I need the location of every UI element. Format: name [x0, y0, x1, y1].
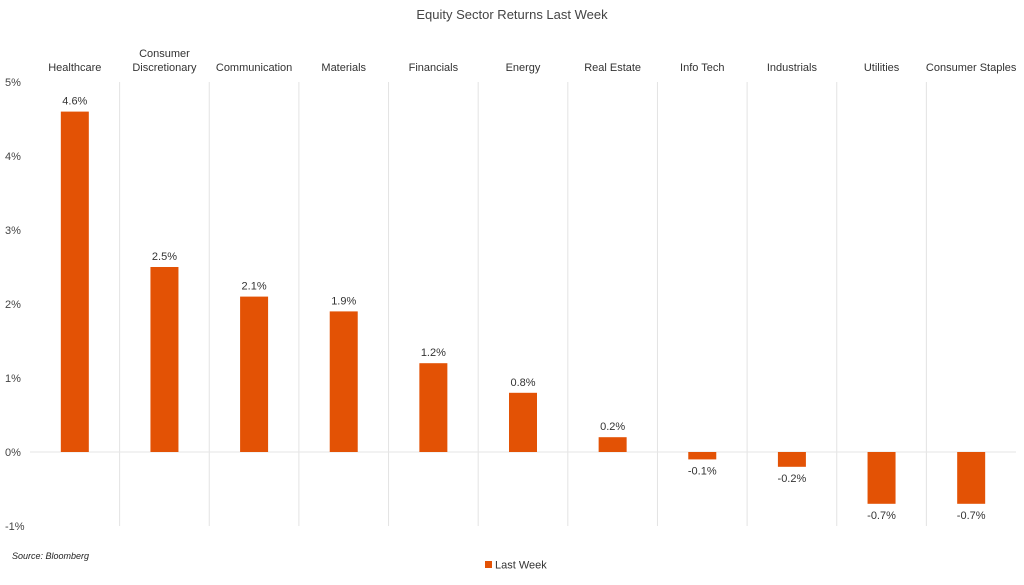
data-label: 1.2% [421, 347, 446, 359]
data-label: 2.5% [152, 251, 177, 263]
data-label: -0.7% [867, 510, 896, 522]
x-tick-label: Utilities [864, 62, 900, 74]
x-tick-label: Materials [321, 62, 366, 74]
y-tick-label: 1% [5, 373, 21, 385]
x-tick-label: Real Estate [584, 62, 641, 74]
x-tick-label: Healthcare [48, 62, 101, 74]
data-label: 0.8% [510, 377, 535, 389]
source-note: Source: Bloomberg [12, 551, 89, 561]
x-tick-label: Consumer Discretionary [132, 48, 197, 74]
bar [60, 111, 89, 452]
data-label: 2.1% [242, 281, 267, 293]
y-tick-label: 2% [5, 299, 21, 311]
legend-swatch [485, 561, 492, 568]
data-label: -0.2% [778, 473, 807, 485]
x-tick-label: Financials [409, 62, 459, 74]
data-label: -0.1% [688, 465, 717, 477]
legend: Last Week [485, 560, 547, 572]
bar [867, 452, 896, 504]
bars [60, 111, 986, 504]
bar [598, 437, 627, 452]
x-tick-label: Consumer Staples [926, 62, 1017, 74]
bar [688, 452, 717, 460]
data-labels: 4.6% 2.5% 2.1% 1.9% 1.2% 0.8% 0.2% -0.1% -0.2% -0… [62, 96, 985, 522]
bar [150, 267, 179, 452]
data-label: -0.7% [957, 510, 986, 522]
bar [957, 452, 986, 504]
x-tick-label: Info Tech [680, 62, 724, 74]
bar [329, 311, 358, 452]
bar [509, 392, 537, 452]
category-labels: Healthcare Consumer Discretionary Communica… [48, 48, 1017, 74]
y-tick-label: 5% [5, 77, 21, 89]
x-tick-label: Communication [216, 62, 292, 74]
y-tick-label: 3% [5, 225, 21, 237]
y-tick-label: 4% [5, 151, 21, 163]
bar [240, 296, 269, 452]
x-tick-label: Industrials [767, 62, 818, 74]
bar [419, 363, 448, 452]
gridlines [30, 82, 1016, 526]
y-tick-label: 0% [5, 447, 21, 459]
data-label: 0.2% [600, 421, 625, 433]
bar [777, 452, 806, 467]
legend-label: Last Week [495, 560, 547, 572]
y-tick-label: -1% [5, 521, 25, 533]
data-label: 4.6% [62, 96, 87, 108]
y-axis-ticks: 5% 4% 3% 2% 1% 0% -1% [5, 77, 25, 533]
chart-title: Equity Sector Returns Last Week [416, 7, 608, 22]
x-tick-label: Energy [506, 62, 541, 74]
data-label: 1.9% [331, 295, 356, 307]
